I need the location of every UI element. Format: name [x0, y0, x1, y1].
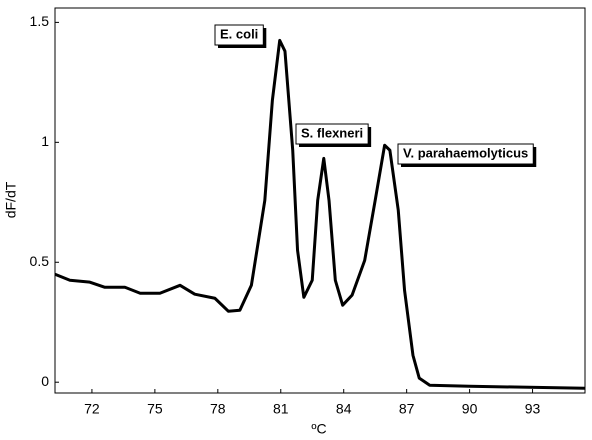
x-tick-label: 81: [273, 401, 289, 417]
x-axis-label: ºC: [311, 421, 326, 437]
annotation-box: [214, 24, 264, 46]
y-tick-label: 1: [41, 133, 49, 149]
annotation-label: S. flexneri: [301, 125, 363, 140]
x-tick-label: 90: [462, 401, 478, 417]
annotation: E. coli: [214, 24, 267, 48]
x-tick-label: 75: [147, 401, 163, 417]
x-tick-label: 84: [336, 401, 352, 417]
melt-curve: [54, 38, 586, 390]
y-axis-label: dF/dT: [3, 181, 19, 218]
annotation-box: [397, 143, 534, 165]
x-tick-label: 78: [210, 401, 226, 417]
x-tick-label: 87: [399, 401, 415, 417]
y-tick-label: 0: [41, 373, 49, 389]
annotation: S. flexneri: [295, 123, 372, 147]
y-tick-label: 0.5: [30, 253, 50, 269]
annotation-box: [295, 123, 369, 145]
annotation-label: E. coli: [220, 26, 258, 41]
y-tick-label: 1.5: [30, 13, 50, 29]
x-tick-label: 72: [84, 401, 100, 417]
annotation: V. parahaemolyticus: [397, 143, 537, 167]
x-tick-label: 93: [525, 401, 541, 417]
plot-frame: [54, 7, 586, 394]
annotation-label: V. parahaemolyticus: [403, 145, 528, 160]
